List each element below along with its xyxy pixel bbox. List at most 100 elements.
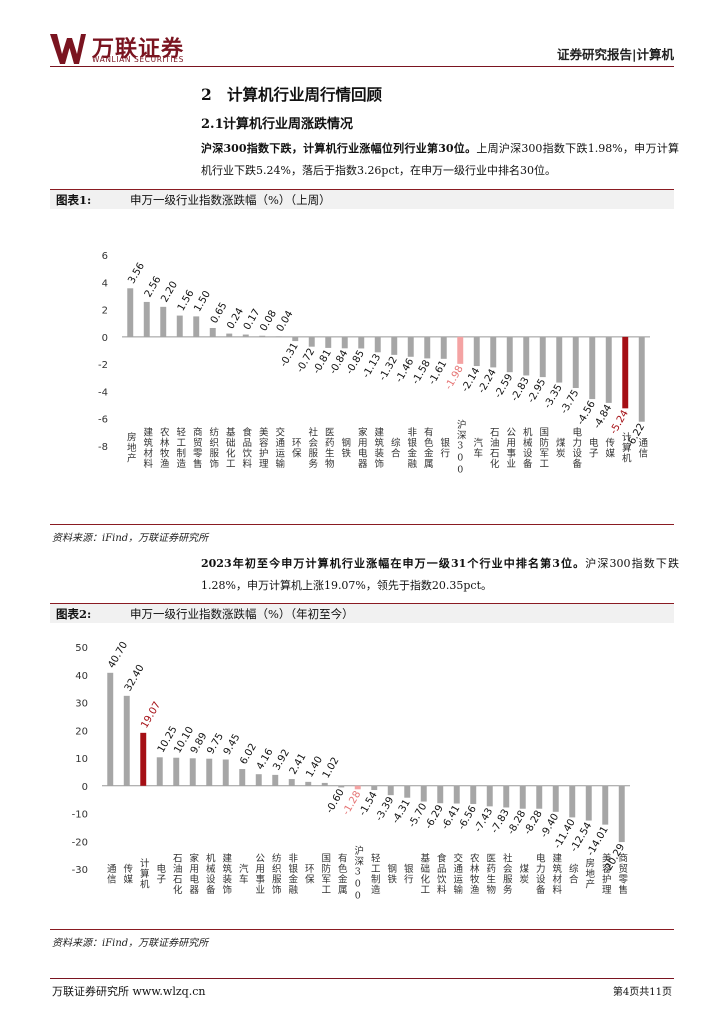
y-tick-label: 40 [75, 671, 88, 682]
bar-美容护理 [602, 785, 609, 825]
bar-纺织服饰 [209, 327, 216, 337]
category-label: 石油石化 [488, 427, 500, 469]
category-label: 计算机 [620, 432, 632, 464]
category-label: 通信 [636, 438, 648, 459]
bar-电力设备 [572, 336, 579, 389]
category-label: 交通运输 [273, 426, 285, 469]
figure2-source: 资料来源：iFind，万联证券研究所 [52, 938, 209, 949]
bar-建筑材料 [143, 301, 150, 337]
category-label: 公用事业 [253, 853, 265, 895]
category-label: 基础化工 [224, 426, 236, 469]
figure2-bottom-rule [50, 929, 674, 930]
category-label: 传媒 [603, 437, 615, 459]
category-label: 基础化工 [418, 852, 430, 895]
bar-石油石化 [173, 757, 180, 786]
category-label: 沪深300 [455, 419, 467, 477]
bar-有色金属 [338, 785, 345, 788]
bar-有色金属 [424, 336, 431, 359]
category-label: 通信 [105, 864, 117, 885]
value-label: 0.04 [275, 309, 296, 334]
bar-家用电器 [358, 336, 365, 349]
subsection-title: 计算机行业周涨跌情况 [223, 117, 354, 132]
figure1-title: 申万一级行业指数涨跌幅（%）（上周） [130, 193, 331, 207]
category-label: 房地产 [125, 432, 137, 464]
bar-医药生物 [325, 336, 332, 348]
y-tick-label: -6 [98, 415, 108, 426]
bar-综合 [391, 336, 398, 355]
category-label: 传媒 [121, 863, 133, 885]
category-label: 社会服务 [501, 852, 513, 895]
bar-机械设备 [523, 336, 530, 376]
category-label: 电子 [154, 863, 166, 885]
value-label: 32.40 [123, 663, 147, 693]
bar-通信 [107, 672, 114, 786]
y-tick-label: -20 [72, 837, 88, 848]
bar-食品饮料 [437, 785, 444, 804]
section-title: 计算机行业周行情回顾 [227, 85, 383, 104]
category-label: 沪深300 [352, 845, 364, 903]
category-label: 有色金属 [422, 426, 434, 469]
category-label: 建筑装饰 [372, 426, 384, 469]
y-tick-label: 6 [102, 251, 108, 262]
category-label: 家用电器 [356, 426, 368, 469]
category-label: 交通运输 [451, 852, 463, 895]
bar-交通运输 [453, 785, 460, 804]
y-tick-label: 20 [75, 726, 88, 737]
bar-基础化工 [226, 333, 233, 337]
category-label: 汽车 [237, 863, 249, 885]
y-tick-label: 10 [75, 754, 88, 765]
value-label: 1.50 [192, 289, 213, 314]
category-label: 环保 [290, 438, 302, 459]
brand-name: 万联证券 [92, 37, 185, 62]
value-label: 3.56 [126, 261, 147, 286]
bar-食品饮料 [242, 334, 249, 337]
y-tick-label: -10 [72, 810, 88, 821]
figure1-chart: 6420-2-4-6-83.56房地产2.56建筑材料2.20农林牧渔1.56轻… [98, 251, 650, 477]
bar-煤炭 [519, 785, 526, 809]
brand-logo-icon [50, 34, 86, 64]
subsection-heading: 2.1计算机行业周涨跌情况 [201, 113, 353, 132]
y-tick-label: 2 [102, 306, 108, 317]
bar-美容护理 [259, 335, 266, 337]
figure1-title-bar: 图表1: 申万一级行业指数涨跌幅（%）（上周） [50, 189, 674, 209]
bar-环保 [305, 781, 312, 786]
category-label: 汽车 [471, 437, 483, 459]
paragraph-weekly: 沪深300指数下跌，计算机行业涨幅位列行业第30位。上周沪深300指数下跌1.9… [201, 138, 679, 182]
category-label: 机械设备 [521, 426, 533, 469]
category-label: 综合 [567, 863, 579, 885]
section-heading: 2 计算机行业周行情回顾 [201, 83, 382, 105]
y-tick-label: 4 [102, 278, 108, 289]
bar-汽车 [473, 336, 480, 367]
bar-纺织服饰 [272, 774, 279, 786]
category-label: 轻工制造 [174, 426, 186, 469]
category-label: 银行 [402, 863, 414, 885]
category-label: 美容护理 [257, 426, 269, 469]
bar-公用事业 [255, 774, 262, 786]
bar-传媒 [123, 695, 130, 786]
category-label: 综合 [389, 437, 401, 459]
category-label: 银行 [438, 437, 450, 459]
category-label: 石油石化 [171, 853, 183, 895]
paragraph-weekly-body: 上周沪深300指数下跌1.98%，申万计算机行业下跌5.24%，落后于指数3.2… [201, 142, 679, 177]
category-label: 建筑材料 [141, 426, 153, 469]
y-tick-label: -4 [98, 387, 108, 398]
y-tick-label: 0 [102, 333, 108, 344]
bar-沪深300 [457, 336, 464, 364]
report-type: 证券研究报告|计算机 [556, 47, 674, 62]
y-tick-label: 0 [82, 782, 88, 793]
y-tick-label: -2 [98, 360, 108, 371]
bar-机械设备 [206, 758, 213, 786]
category-label: 国防军工 [537, 427, 549, 469]
category-label: 纺织服饰 [207, 426, 219, 469]
bar-家用电器 [189, 758, 196, 786]
paragraph-ytd-lead: 2023年初至今申万计算机行业涨幅在申万一级31个行业中排名第3位。 [201, 557, 586, 570]
category-label: 建筑材料 [550, 852, 562, 895]
figure2-label: 图表2: [56, 607, 92, 621]
value-label: 19.07 [139, 700, 163, 730]
paragraph-ytd: 2023年初至今申万计算机行业涨幅在申万一级31个行业中排名第3位。沪深300指… [201, 553, 679, 597]
figure2-title-bar: 图表2: 申万一级行业指数涨跌幅（%）（年初至今） [50, 603, 674, 623]
bar-国防军工 [539, 336, 546, 378]
bar-电子 [156, 757, 163, 786]
bar-传媒 [605, 336, 612, 403]
bar-通信 [638, 336, 645, 422]
